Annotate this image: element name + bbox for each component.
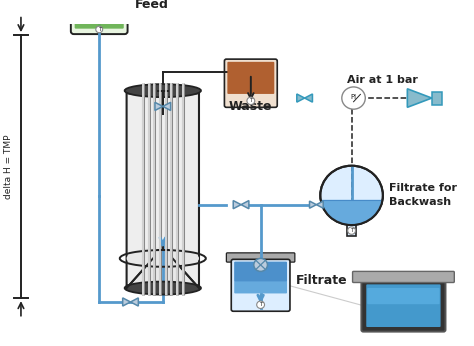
Polygon shape: [130, 298, 138, 306]
Polygon shape: [123, 298, 130, 306]
Ellipse shape: [125, 282, 201, 294]
Text: Filtrate for
Backwash: Filtrate for Backwash: [389, 183, 457, 207]
Polygon shape: [407, 89, 432, 107]
Circle shape: [96, 26, 103, 33]
FancyBboxPatch shape: [353, 271, 454, 283]
Text: T: T: [98, 27, 101, 32]
FancyBboxPatch shape: [366, 284, 441, 327]
Circle shape: [247, 97, 255, 104]
Text: T: T: [350, 228, 353, 233]
Text: T: T: [259, 302, 262, 307]
FancyBboxPatch shape: [234, 262, 287, 281]
FancyBboxPatch shape: [228, 62, 274, 94]
Polygon shape: [305, 94, 312, 102]
FancyBboxPatch shape: [75, 0, 124, 28]
FancyBboxPatch shape: [127, 91, 199, 288]
Polygon shape: [316, 201, 323, 208]
Text: Waste: Waste: [229, 100, 273, 113]
Polygon shape: [155, 102, 163, 110]
Text: delta H = TMP: delta H = TMP: [4, 134, 13, 199]
Polygon shape: [241, 201, 249, 209]
Text: Filtrate: Filtrate: [296, 274, 347, 287]
Text: Feed: Feed: [135, 0, 168, 11]
FancyBboxPatch shape: [432, 92, 442, 104]
Polygon shape: [310, 201, 316, 208]
FancyBboxPatch shape: [234, 262, 287, 293]
Polygon shape: [163, 102, 171, 110]
Circle shape: [342, 87, 365, 109]
Text: PI: PI: [350, 94, 356, 100]
FancyBboxPatch shape: [71, 0, 128, 34]
FancyBboxPatch shape: [227, 253, 295, 262]
Circle shape: [320, 166, 383, 225]
Text: Air at 1 bar: Air at 1 bar: [347, 74, 419, 84]
FancyBboxPatch shape: [346, 225, 356, 236]
FancyBboxPatch shape: [361, 280, 446, 331]
FancyBboxPatch shape: [367, 288, 439, 304]
Circle shape: [257, 301, 264, 309]
Polygon shape: [320, 195, 383, 225]
Polygon shape: [127, 258, 199, 288]
Circle shape: [254, 258, 267, 271]
Ellipse shape: [127, 247, 199, 270]
Polygon shape: [297, 94, 305, 102]
FancyBboxPatch shape: [75, 0, 124, 28]
Text: T: T: [249, 98, 253, 103]
Polygon shape: [233, 201, 241, 209]
Ellipse shape: [125, 84, 201, 97]
Circle shape: [347, 227, 356, 234]
FancyBboxPatch shape: [231, 260, 290, 311]
FancyBboxPatch shape: [224, 59, 277, 107]
